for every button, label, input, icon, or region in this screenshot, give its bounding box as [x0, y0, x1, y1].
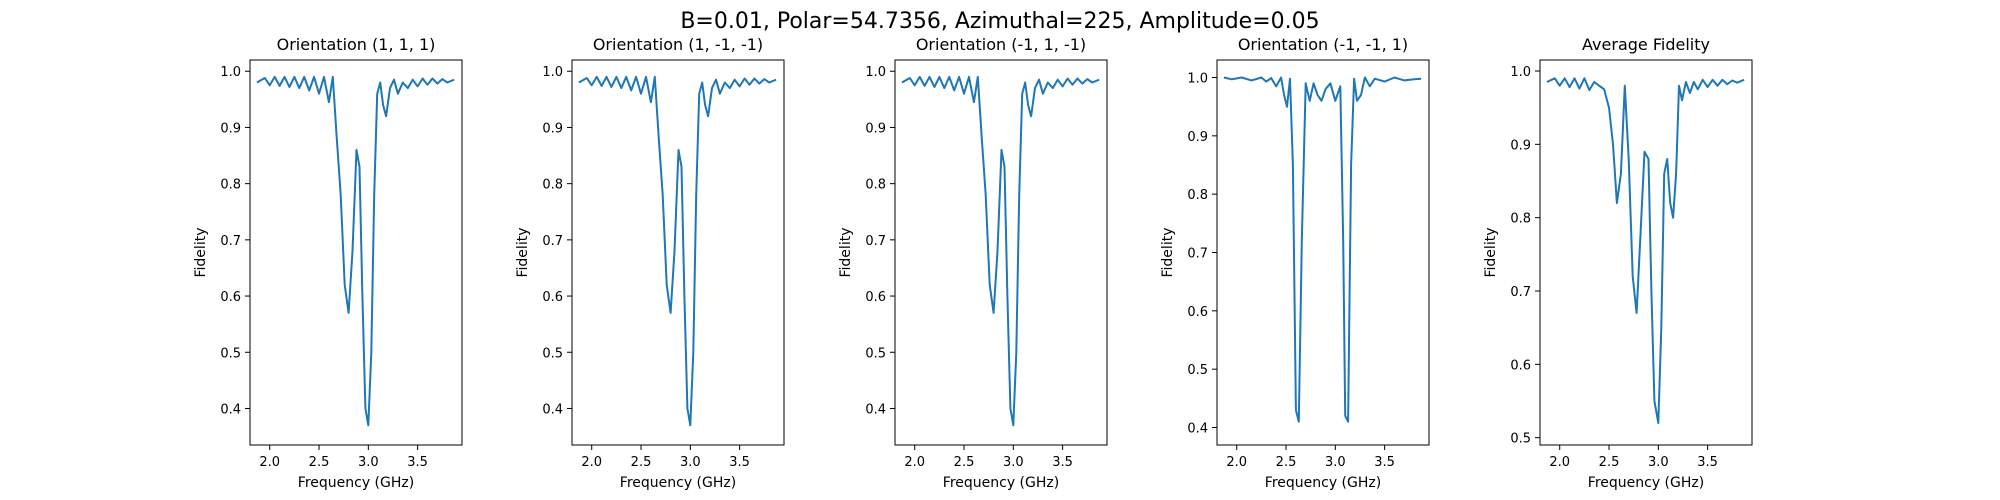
- x-tick-label: 3.5: [729, 455, 750, 470]
- subplot-2: 2.0 2.5 3.0 3.5 0.4 0.5 0.6 0.7 0.8 0.9 1.0 Orienta…: [515, 35, 785, 491]
- y-tick-label: 0.5: [1187, 363, 1208, 378]
- subplot-title: Orientation (-1, -1, 1): [1238, 35, 1408, 54]
- y-tick-label: 0.6: [1187, 305, 1208, 320]
- y-tick-label: 0.4: [1187, 422, 1208, 437]
- fidelity-line: [1223, 76, 1422, 423]
- subplot-title: Orientation (1, -1, -1): [593, 35, 763, 54]
- x-tick-label: 3.0: [1648, 455, 1669, 470]
- y-tick-label: 0.7: [220, 234, 241, 249]
- y-tick-label: 0.6: [542, 290, 563, 305]
- subplot-1: 2.0 2.5 3.0 3.5 0.4 0.5 0.6 0.7 0.8 0.9 1.0 Orienta…: [193, 35, 463, 491]
- y-tick-label: 0.9: [865, 121, 886, 136]
- subplot-title: Orientation (1, 1, 1): [277, 35, 436, 54]
- y-axis-label: Fidelity: [193, 228, 209, 278]
- axes-frame: [571, 59, 785, 446]
- y-axis-label: Fidelity: [1483, 228, 1499, 278]
- fidelity-line: [578, 75, 777, 427]
- y-tick-label: 1.0: [220, 65, 241, 80]
- axes-frame: [1539, 59, 1753, 446]
- y-tick-label: 1.0: [865, 65, 886, 80]
- x-tick-label: 3.5: [407, 455, 428, 470]
- x-tick-label: 2.0: [581, 455, 602, 470]
- y-tick-label: 0.8: [865, 178, 886, 193]
- fidelity-line: [256, 75, 455, 427]
- y-tick-label: 0.5: [542, 346, 563, 361]
- y-tick-label: 0.9: [1510, 138, 1531, 153]
- fidelity-line: [901, 75, 1100, 427]
- x-tick-label: 2.0: [904, 455, 925, 470]
- x-axis-label: Frequency (GHz): [1265, 475, 1381, 491]
- y-axis-label: Fidelity: [838, 228, 854, 278]
- subplot-title: Average Fidelity: [1582, 35, 1710, 54]
- x-tick-label: 2.5: [1599, 455, 1620, 470]
- y-tick-label: 0.5: [865, 346, 886, 361]
- y-axis-label: Fidelity: [515, 228, 531, 278]
- x-tick-label: 2.5: [309, 455, 330, 470]
- axes-frame: [1216, 59, 1430, 446]
- x-tick-label: 3.5: [1052, 455, 1073, 470]
- y-tick-label: 0.6: [865, 290, 886, 305]
- y-tick-label: 0.9: [542, 121, 563, 136]
- x-tick-label: 2.5: [1276, 455, 1297, 470]
- y-tick-label: 0.8: [1187, 188, 1208, 203]
- x-tick-label: 3.0: [358, 455, 379, 470]
- y-tick-label: 1.0: [1187, 72, 1208, 87]
- x-axis-label: Frequency (GHz): [1588, 475, 1704, 491]
- y-tick-label: 0.9: [220, 121, 241, 136]
- x-tick-label: 2.0: [1549, 455, 1570, 470]
- axes-frame: [894, 59, 1108, 446]
- x-tick-label: 2.0: [1226, 455, 1247, 470]
- x-tick-label: 2.5: [631, 455, 652, 470]
- y-tick-label: 0.7: [865, 234, 886, 249]
- y-tick-label: 0.8: [220, 178, 241, 193]
- y-tick-label: 0.8: [1510, 212, 1531, 227]
- y-axis-label: Fidelity: [1160, 228, 1176, 278]
- figure-suptitle: B=0.01, Polar=54.7356, Azimuthal=225, Am…: [680, 9, 1319, 34]
- y-tick-label: 0.4: [220, 402, 241, 417]
- y-tick-label: 0.7: [1187, 247, 1208, 262]
- subplot-title: Orientation (-1, 1, -1): [916, 35, 1086, 54]
- x-tick-label: 3.5: [1374, 455, 1395, 470]
- y-tick-label: 0.5: [1510, 432, 1531, 447]
- x-axis-label: Frequency (GHz): [298, 475, 414, 491]
- fidelity-line: [1546, 77, 1745, 424]
- x-axis-label: Frequency (GHz): [943, 475, 1059, 491]
- y-tick-label: 1.0: [1510, 65, 1531, 80]
- subplot-5: 2.0 2.5 3.0 3.5 0.5 0.6 0.7 0.8 0.9 1.0 Average Fi…: [1483, 35, 1753, 491]
- y-tick-label: 0.6: [1510, 358, 1531, 373]
- subplot-3: 2.0 2.5 3.0 3.5 0.4 0.5 0.6 0.7 0.8 0.9 1.0 Orienta…: [838, 35, 1108, 491]
- y-tick-label: 0.9: [1187, 130, 1208, 145]
- x-tick-label: 2.0: [259, 455, 280, 470]
- y-tick-label: 1.0: [542, 65, 563, 80]
- x-tick-label: 2.5: [954, 455, 975, 470]
- y-tick-label: 0.4: [542, 402, 563, 417]
- y-tick-label: 0.8: [542, 178, 563, 193]
- x-tick-label: 3.0: [680, 455, 701, 470]
- y-tick-label: 0.7: [542, 234, 563, 249]
- y-tick-label: 0.6: [220, 290, 241, 305]
- x-tick-label: 3.0: [1325, 455, 1346, 470]
- y-tick-label: 0.4: [865, 402, 886, 417]
- x-tick-label: 3.0: [1003, 455, 1024, 470]
- y-tick-label: 0.5: [220, 346, 241, 361]
- subplot-4: 2.0 2.5 3.0 3.5 0.4 0.5 0.6 0.7 0.8 0.9 1.0 Orienta…: [1160, 35, 1430, 491]
- x-axis-label: Frequency (GHz): [620, 475, 736, 491]
- subplot-grid: 2.0 2.5 3.0 3.5 0.4 0.5 0.6 0.7 0.8 0.9 1.0 Orienta…: [193, 35, 1753, 491]
- x-tick-label: 3.5: [1697, 455, 1718, 470]
- y-tick-label: 0.7: [1510, 285, 1531, 300]
- axes-frame: [249, 59, 463, 446]
